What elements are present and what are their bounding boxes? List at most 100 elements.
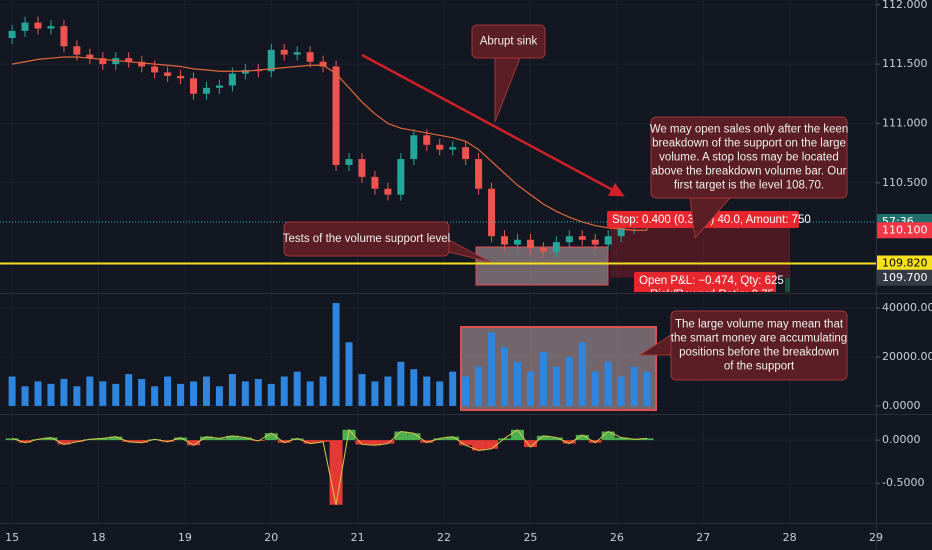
- oscillator-bar: [238, 437, 252, 441]
- candle-body: [565, 236, 573, 243]
- highlight-box: [475, 246, 609, 286]
- candle-body: [513, 239, 521, 245]
- candle-body: [578, 236, 586, 240]
- callout-text: first target is the level 108.70.: [674, 180, 824, 192]
- annotations: Abrupt sink We may open sales only after …: [283, 24, 848, 381]
- candle-body: [449, 147, 457, 150]
- candle-body: [345, 159, 353, 165]
- callout-box: [283, 221, 450, 257]
- volume-bar: [565, 356, 573, 406]
- volume-bar: [34, 381, 42, 406]
- volume-bar: [358, 374, 366, 406]
- candle-body: [47, 26, 55, 29]
- candle-body: [436, 144, 444, 150]
- volume-bar: [190, 381, 198, 406]
- candle-body: [410, 135, 418, 160]
- volume-bar: [643, 371, 651, 406]
- oscillator-bar: [199, 436, 213, 441]
- oscillator-bar: [459, 440, 473, 446]
- callout-text: The large volume may mean that: [675, 319, 844, 331]
- y-tick-label: 20000.0000: [882, 350, 932, 363]
- oscillator-bar: [225, 435, 239, 441]
- oscillator-bar: [368, 440, 382, 446]
- oscillator-bar: [562, 440, 576, 444]
- candle-body: [552, 242, 560, 252]
- candle-body: [177, 75, 185, 79]
- volume-bar: [617, 376, 625, 406]
- y-tick-label: 40000.0000: [882, 301, 932, 314]
- volume-bar: [228, 374, 236, 406]
- volume-bar: [319, 376, 327, 406]
- candle-body: [501, 236, 509, 245]
- volume-bar: [410, 369, 418, 406]
- candle-body: [125, 58, 133, 62]
- oscillator-bar: [277, 440, 291, 443]
- rr-label: Risk/Reward Ratio: 2.75: [650, 289, 774, 301]
- reward-zone: [785, 277, 790, 292]
- candle-body: [384, 188, 392, 195]
- oscillator-bar: [472, 440, 486, 451]
- volume-bar: [332, 303, 340, 406]
- volume-bar: [241, 381, 249, 406]
- candle-body: [228, 73, 236, 86]
- x-tick-label: 19: [178, 531, 192, 544]
- volume-bar: [449, 371, 457, 406]
- candle-body: [280, 49, 288, 55]
- volume-bar: [371, 381, 379, 406]
- candle-body: [138, 61, 146, 67]
- x-tick-label: 20: [264, 531, 278, 544]
- candle-body: [539, 248, 547, 252]
- volume-bar: [151, 386, 159, 406]
- y-tick-label: -0.5000: [882, 476, 924, 489]
- volume-bar: [539, 352, 547, 406]
- volume-bar: [488, 332, 496, 406]
- volume-bar: [215, 386, 223, 406]
- volume-bar: [267, 383, 275, 406]
- oscillator-bar: [174, 437, 188, 441]
- callout-text: breakdown of the support on the large: [652, 138, 846, 150]
- volume-bar: [630, 366, 638, 406]
- callout-text: of the support: [724, 361, 795, 373]
- oscillator-bar: [523, 440, 537, 448]
- price-tag-label: 109.700: [882, 271, 928, 284]
- oscillator-bar: [264, 433, 278, 441]
- volume-bar: [112, 383, 120, 406]
- oscillator-bar: [290, 438, 304, 441]
- candle-body: [604, 236, 612, 245]
- oscillator-bar: [381, 440, 395, 444]
- candle-body: [215, 85, 223, 88]
- price-tag: [877, 269, 932, 286]
- candle-body: [34, 22, 42, 29]
- volume-bar: [73, 386, 81, 406]
- candle-body: [488, 188, 496, 237]
- callout-text: above the breakdown volume bar. Our: [652, 166, 847, 178]
- oscillator-bar: [549, 437, 563, 441]
- x-tick-label: 29: [869, 531, 883, 544]
- oscillator-bar: [536, 435, 550, 441]
- oscillator-bar: [57, 440, 71, 445]
- oscillator-bar: [355, 440, 369, 445]
- oscillator-bar: [498, 438, 512, 441]
- callout-text: volume. A stop loss may be located: [659, 152, 839, 164]
- oscillator-bar: [446, 436, 460, 441]
- volume-bar: [462, 376, 470, 406]
- y-tick-label: 0.0000: [882, 399, 921, 412]
- oscillator-bar: [96, 438, 110, 441]
- x-tick-label: 28: [783, 531, 797, 544]
- callout-box: [471, 24, 546, 59]
- volume-bar: [384, 376, 392, 406]
- oscillator-bar: [433, 438, 447, 441]
- candle-body: [8, 30, 16, 38]
- volume-bar: [436, 381, 444, 406]
- volume-bar: [552, 366, 560, 406]
- y-tick-label: 111.500: [882, 57, 928, 70]
- volume-bar: [47, 383, 55, 406]
- volume-bar: [475, 366, 483, 406]
- volume-bar: [86, 376, 94, 406]
- callout-text: Tests of the volume support level: [283, 233, 450, 245]
- volume-bar: [526, 371, 534, 406]
- candle-body: [202, 87, 210, 94]
- candle-body: [332, 66, 340, 165]
- oscillator-bar: [5, 438, 19, 441]
